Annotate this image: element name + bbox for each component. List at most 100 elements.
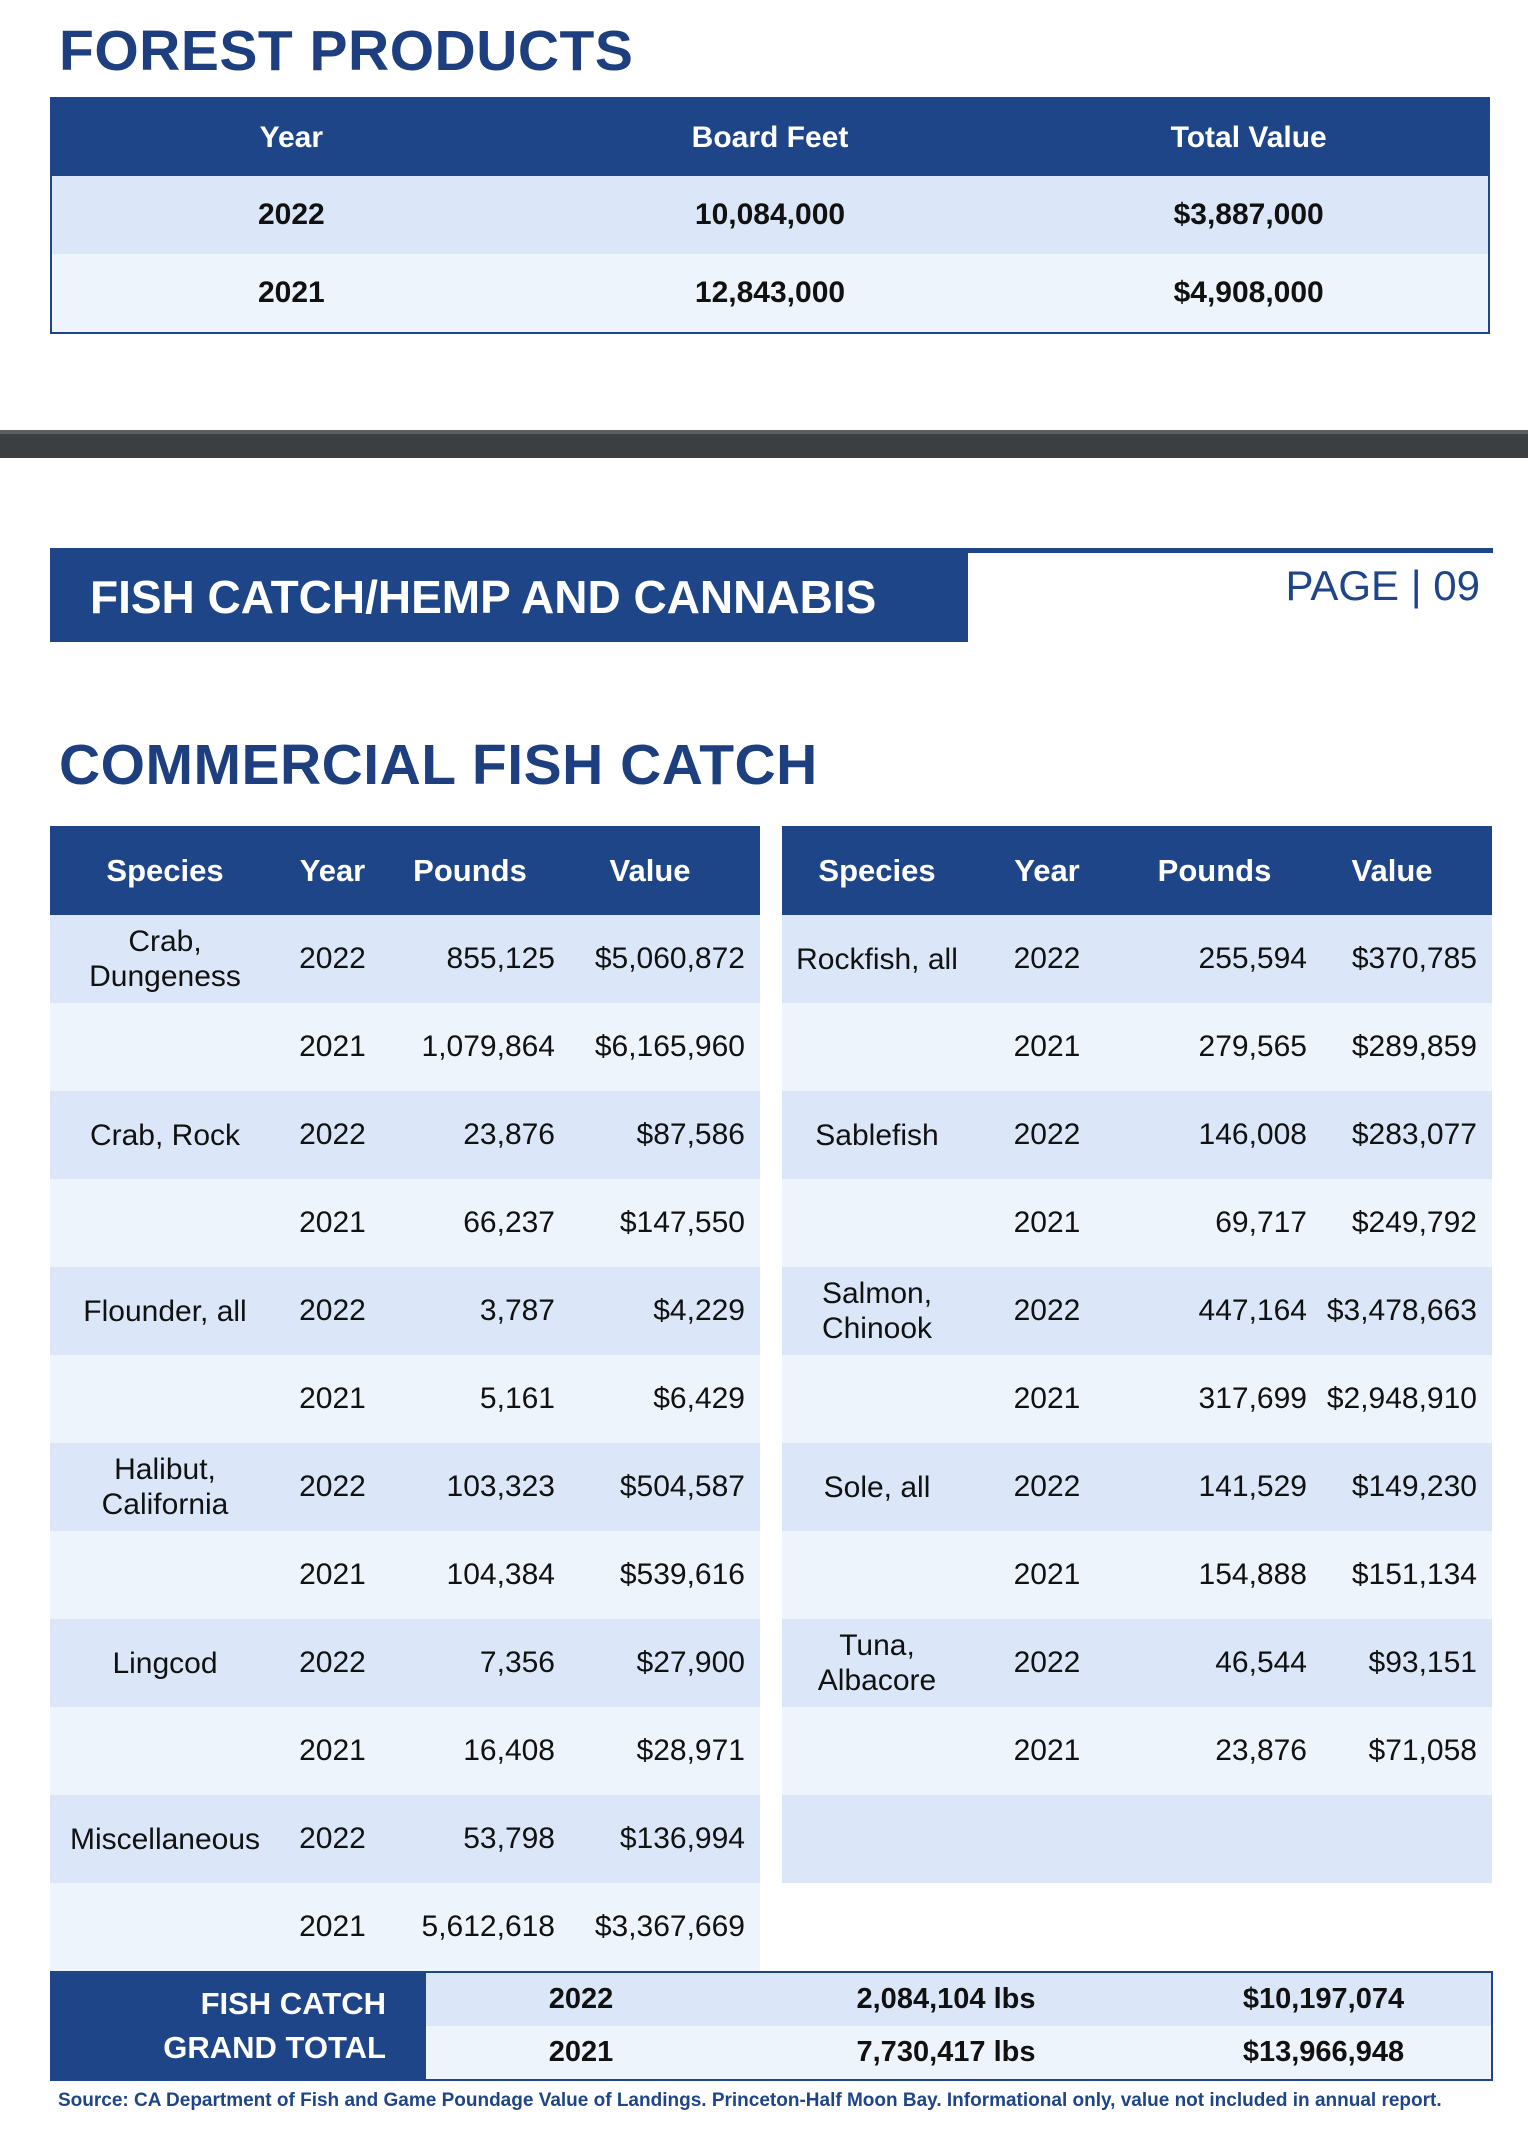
cell-pounds: 46,544 [1215,1646,1307,1679]
cell-value: $136,994 [619,1822,745,1855]
cell-species: Crab, Rock [89,1118,241,1152]
section-rule [50,548,1493,553]
table-row: Halibut, California 2022 103,323 $504,587 [50,1443,760,1531]
table-row [782,1795,1492,1883]
cell-total-value: $3,887,000 [1173,198,1324,231]
fish-right-rows: Rockfish, all 2022 255,594 $370,785 2021 279,… [782,915,1492,1971]
cell-year: 2022 [299,1470,366,1503]
header-year: Year [299,852,366,888]
cell-year: 2022 [299,1118,366,1151]
cell-value: $249,792 [1351,1206,1477,1239]
table-row: 2021 104,384 $539,616 [50,1531,760,1619]
cell-pounds: 146,008 [1198,1118,1307,1151]
cell-value: $71,058 [1368,1734,1477,1767]
cell-year: 2021 [1013,1382,1081,1415]
cell-pounds: 23,876 [463,1118,555,1151]
grand-total-label-line2: GRAND TOTAL [163,2030,386,2065]
header-species: Species [106,853,224,888]
cell-pounds: 279,565 [1198,1030,1307,1063]
cell-pounds: 23,876 [1215,1734,1307,1767]
header-board-feet: Board Feet [691,120,849,154]
cell-year: 2022 [299,1294,366,1327]
cell-pounds: 3,787 [479,1294,555,1327]
cell-year: 2022 [548,1983,614,2015]
table-row: 2021 66,237 $147,550 [50,1179,760,1267]
cell-value: $151,134 [1351,1558,1477,1591]
source-note: Source: CA Department of Fish and Game P… [58,2090,1442,2111]
cell-value: $147,550 [619,1206,745,1239]
cell-year: 2021 [1013,1030,1081,1063]
fish-table-left: Species Year Pounds Value Crab, Dungenes… [50,826,760,1971]
cell-species: Sablefish [815,1118,939,1152]
cell-species: Halibut, California [101,1453,229,1521]
cell-year: 2022 [299,1822,366,1855]
cell-value: $13,966,948 [1242,2036,1405,2068]
cell-species: Rockfish, all [796,942,958,976]
cell-value: $87,586 [636,1118,745,1151]
cell-board-feet: 12,843,000 [694,276,846,309]
cell-species: Salmon, Chinook [821,1277,933,1345]
cell-year: 2022 [257,198,325,231]
cell-pounds: 69,717 [1215,1206,1307,1239]
table-row: 2021 5,161 $6,429 [50,1355,760,1443]
cell-pounds: 5,161 [479,1382,555,1415]
grand-total-label-line1: FISH CATCH [200,1986,386,2021]
table-row: Flounder, all 2022 3,787 $4,229 [50,1267,760,1355]
page-number: PAGE | 09 [1285,562,1480,609]
table-row: 2022 2,084,104 lbs $10,197,074 [426,1973,1491,2026]
header-pounds: Pounds [413,852,527,888]
cell-year: 2021 [299,1206,366,1239]
cell-value: $10,197,074 [1242,1983,1405,2015]
grand-total-label: FISH CATCH GRAND TOTAL [52,1973,426,2079]
cell-year: 2021 [299,1910,366,1943]
grand-total-rows: 2022 2,084,104 lbs $10,197,074 2021 7,73… [426,1973,1491,2079]
cell-value: $370,785 [1351,942,1477,975]
cell-species: Tuna, Albacore [817,1629,937,1697]
cell-pounds: 7,356 [479,1646,555,1679]
cell-pounds: 855,125 [446,942,555,975]
table-row: 2021 12,843,000 $4,908,000 [52,254,1488,332]
cell-year: 2022 [1013,1646,1081,1679]
table-row: 2021 16,408 $28,971 [50,1707,760,1795]
cell-pounds: 255,594 [1198,942,1307,975]
grand-total-table: FISH CATCH GRAND TOTAL 2022 2,084,104 lb… [50,1971,1493,2081]
cell-value: $6,429 [653,1382,745,1415]
cell-pounds: 154,888 [1198,1558,1307,1591]
cell-value: $3,367,669 [594,1910,745,1943]
cell-year: 2022 [1013,1470,1081,1503]
table-row: 2021 7,730,417 lbs $13,966,948 [426,2026,1491,2079]
cell-total-value: $4,908,000 [1173,276,1324,309]
cell-pounds: 16,408 [463,1734,555,1767]
header-pounds: Pounds [1157,852,1272,888]
cell-species: Miscellaneous [69,1822,261,1856]
cell-year: 2021 [1013,1206,1081,1239]
fish-table-header: Species Year Pounds Value [782,826,1492,915]
cell-year: 2021 [299,1558,366,1591]
forest-products-table: Year Board Feet Total Value 2022 10,084,… [50,97,1490,334]
cell-value: $289,859 [1351,1030,1477,1063]
cell-value: $27,900 [636,1646,745,1679]
cell-year: 2021 [299,1734,366,1767]
cell-board-feet: 10,084,000 [694,198,846,231]
cell-pounds: 104,384 [446,1558,555,1591]
cell-value: $283,077 [1351,1118,1477,1151]
table-row: Sablefish 2022 146,008 $283,077 [782,1091,1492,1179]
cell-pounds: 7,730,417 lbs [856,2036,1036,2068]
table-row: Rockfish, all 2022 255,594 $370,785 [782,915,1492,1003]
fish-table-right: Species Year Pounds Value Rockfish, all 2… [782,826,1492,1971]
cell-year: 2021 [299,1030,366,1063]
table-row: 2021 23,876 $71,058 [782,1707,1492,1795]
table-row: Crab, Dungeness 2022 855,125 $5,060,872 [50,915,760,1003]
cell-pounds: 53,798 [463,1822,555,1855]
table-row: Crab, Rock 2022 23,876 $87,586 [50,1091,760,1179]
cell-species: Sole, all [823,1470,931,1504]
cell-species: Crab, Dungeness [89,925,241,993]
page-divider [0,430,1528,458]
cell-value: $5,060,872 [594,942,745,975]
cell-value: $3,478,663 [1326,1294,1477,1327]
table-row: Sole, all 2022 141,529 $149,230 [782,1443,1492,1531]
forest-table-header: Year Board Feet Total Value [52,99,1488,176]
cell-year: 2021 [299,1382,366,1415]
table-row: 2021 5,612,618 $3,367,669 [50,1883,760,1971]
cell-value: $504,587 [619,1470,745,1503]
